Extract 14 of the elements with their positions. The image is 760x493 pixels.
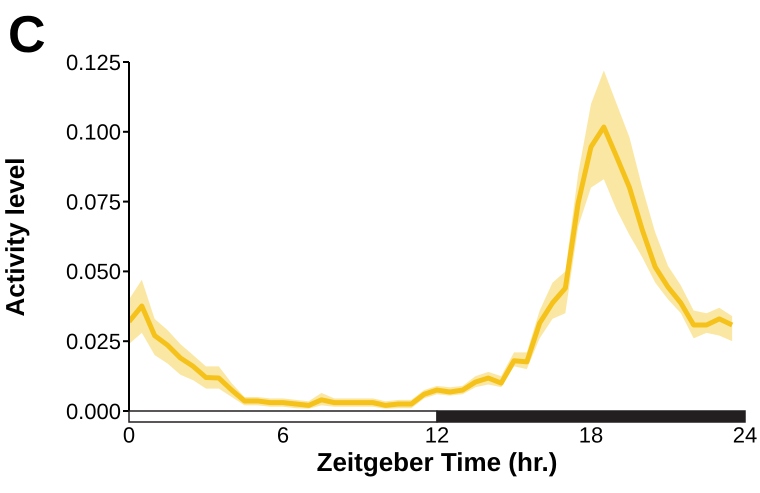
x-tick-label: 12 (424, 422, 450, 448)
x-tick-label: 0 (122, 422, 136, 448)
y-tick-label: 0.075 (66, 189, 121, 214)
y-tick-label: 0.050 (66, 259, 121, 284)
x-axis-title: Zeitgeber Time (hr.) (316, 447, 558, 477)
y-tick-label: 0.025 (66, 329, 121, 354)
x-tick-label: 24 (732, 422, 758, 448)
x-tick-label: 6 (276, 422, 290, 448)
y-tick-label: 0.125 (66, 50, 121, 75)
text: C (8, 6, 46, 64)
y-axis-title: Activity level (0, 158, 30, 316)
x-tick-label: 18 (578, 422, 604, 448)
y-tick-label: 0.100 (66, 120, 121, 145)
y-tick-label: 0.000 (66, 398, 121, 424)
